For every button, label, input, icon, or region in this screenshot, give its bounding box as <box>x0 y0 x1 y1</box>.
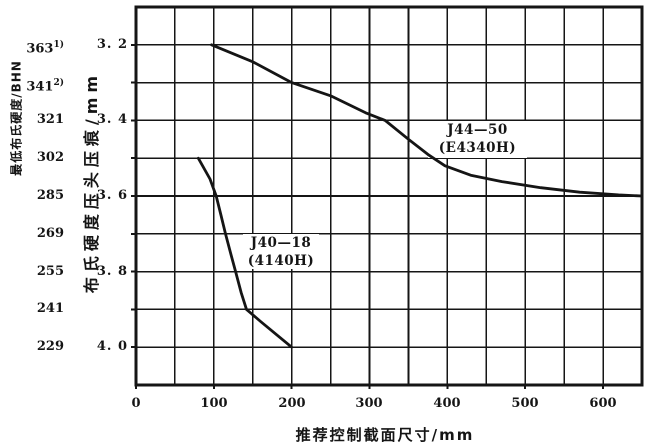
y-tick-label: 3. 6 <box>96 188 128 203</box>
bhn-tick-label: 285 <box>36 188 64 203</box>
x-tick-label: 200 <box>278 396 306 411</box>
y-tick-label: 4. 0 <box>96 339 128 354</box>
bhn-tick-label: 255 <box>36 264 64 279</box>
curve-label-alloy: (E4340H) <box>438 140 517 156</box>
y-tick-label: 3. 2 <box>96 37 128 52</box>
x-axis-title: 推荐控制截面尺寸/mm <box>295 426 475 444</box>
x-tick-label: 600 <box>589 396 617 411</box>
bhn-tick-label: 3631) <box>26 40 64 57</box>
curve-label-j40-18: J40—18 (4140H) <box>243 234 319 270</box>
bhn-tick-label: 302 <box>36 150 64 165</box>
curve-label-alloy: (4140H) <box>247 253 315 269</box>
curve-label-j44-50: J44—50 (E4340H) <box>428 121 527 157</box>
footnote-marker: 2) <box>53 78 64 88</box>
bhn-tick-label: 229 <box>36 339 64 354</box>
bhn-tick-label: 3412) <box>26 78 64 95</box>
x-tick-label: 500 <box>511 396 539 411</box>
y-tick-label: 3. 4 <box>96 112 128 127</box>
bhn-tick-label: 321 <box>36 112 64 127</box>
x-tick-label: 0 <box>131 396 141 411</box>
footnote-marker: 1) <box>53 40 64 50</box>
curve-label-grade: J44—50 <box>447 122 508 138</box>
bhn-tick-label: 269 <box>36 226 64 241</box>
x-tick-label: 100 <box>200 396 228 411</box>
x-tick-label: 400 <box>433 396 461 411</box>
y-tick-label: 3. 8 <box>96 264 128 279</box>
curve-label-grade: J40—18 <box>250 235 312 251</box>
bhn-tick-label: 241 <box>36 301 64 316</box>
y-axis-title-indentation: 布氏硬度压头压痕/mm <box>82 70 101 294</box>
x-tick-label: 300 <box>355 396 383 411</box>
